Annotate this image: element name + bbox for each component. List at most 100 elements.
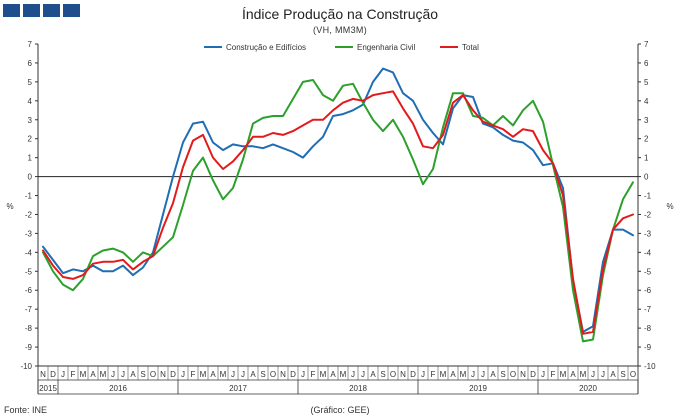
y-tick-label-right: -4	[644, 248, 652, 257]
legend-label: Construção e Edifícios	[226, 43, 306, 52]
y-tick-label-left: -9	[25, 343, 33, 352]
x-month-label: S	[500, 370, 505, 379]
x-month-label: J	[601, 370, 605, 379]
y-tick-label-right: -5	[644, 267, 652, 276]
x-month-label: M	[340, 370, 347, 379]
y-tick-label-right: 2	[644, 135, 649, 144]
y-tick-label-left: 0	[28, 173, 33, 182]
x-month-label: S	[140, 370, 145, 379]
x-month-label: F	[431, 370, 436, 379]
y-tick-label-left: -7	[25, 305, 33, 314]
y-axis-label-left: %	[6, 202, 13, 211]
x-month-label: N	[520, 370, 526, 379]
y-tick-label-right: -6	[644, 286, 652, 295]
x-year-label: 2017	[229, 384, 247, 393]
x-month-label: O	[390, 370, 396, 379]
series-line-0	[42, 67, 634, 333]
x-month-label: A	[330, 370, 336, 379]
x-month-label: A	[450, 370, 456, 379]
x-month-label: A	[610, 370, 616, 379]
x-month-label: J	[181, 370, 185, 379]
y-tick-label-right: -7	[644, 305, 652, 314]
y-tick-label-left: 5	[28, 78, 33, 87]
x-month-label: N	[280, 370, 286, 379]
x-month-label: D	[170, 370, 176, 379]
x-month-label: J	[111, 370, 115, 379]
x-month-label: S	[380, 370, 385, 379]
x-month-label: O	[510, 370, 516, 379]
x-month-label: F	[311, 370, 316, 379]
x-month-label: S	[620, 370, 625, 379]
chart-title: Índice Produção na Construção	[241, 6, 439, 22]
x-month-label: M	[220, 370, 227, 379]
y-tick-label-right: -10	[644, 362, 656, 371]
y-tick-label-left: -2	[25, 210, 33, 219]
x-month-label: N	[160, 370, 166, 379]
x-month-label: F	[71, 370, 76, 379]
x-month-label: J	[231, 370, 235, 379]
legend-label: Total	[462, 43, 479, 52]
source-note: Fonte: INE	[4, 405, 48, 415]
y-tick-label-left: 3	[28, 116, 33, 125]
y-tick-label-left: -5	[25, 267, 33, 276]
y-tick-label-left: -8	[25, 324, 33, 333]
x-month-label: J	[481, 370, 485, 379]
y-tick-label-right: 1	[644, 154, 649, 163]
x-month-label: A	[490, 370, 496, 379]
x-year-label: 2020	[579, 384, 597, 393]
x-year-label: 2016	[109, 384, 127, 393]
y-tick-label-left: -1	[25, 192, 33, 201]
x-month-label: J	[241, 370, 245, 379]
logo-block	[63, 4, 80, 17]
y-tick-label-left: -10	[20, 362, 32, 371]
chart-credit: (Gráfico: GEE)	[310, 405, 370, 415]
logo-block	[23, 4, 40, 17]
x-month-label: J	[121, 370, 125, 379]
x-month-label: F	[551, 370, 556, 379]
y-tick-label-left: -6	[25, 286, 33, 295]
y-tick-label-right: -9	[644, 343, 652, 352]
x-year-label: 2019	[469, 384, 487, 393]
x-month-label: J	[541, 370, 545, 379]
x-month-label: S	[260, 370, 265, 379]
y-tick-label-right: -8	[644, 324, 652, 333]
x-month-label: A	[130, 370, 136, 379]
x-month-label: M	[460, 370, 467, 379]
x-month-label: N	[400, 370, 406, 379]
y-tick-label-left: 4	[28, 97, 33, 106]
x-month-label: N	[40, 370, 46, 379]
logo-block	[3, 4, 20, 17]
x-month-label: J	[471, 370, 475, 379]
x-month-label: M	[320, 370, 327, 379]
y-tick-label-left: 1	[28, 154, 33, 163]
x-month-label: A	[250, 370, 256, 379]
x-year-label: 2018	[349, 384, 367, 393]
y-tick-label-right: 3	[644, 116, 649, 125]
x-month-label: D	[530, 370, 536, 379]
x-month-label: F	[191, 370, 196, 379]
y-tick-label-left: 2	[28, 135, 33, 144]
x-year-label: 2015	[39, 384, 57, 393]
x-month-label: M	[580, 370, 587, 379]
x-month-label: J	[351, 370, 355, 379]
chart-subtitle: (VH, MM3M)	[313, 25, 367, 35]
y-tick-label-right: 5	[644, 78, 649, 87]
y-tick-label-right: 4	[644, 97, 649, 106]
y-tick-label-left: 6	[28, 59, 33, 68]
logo-block	[43, 4, 60, 17]
y-tick-label-right: -2	[644, 210, 652, 219]
series-line-2	[42, 90, 634, 335]
y-axis-label-right: %	[666, 202, 673, 211]
x-month-label: M	[100, 370, 107, 379]
y-tick-label-right: 0	[644, 173, 649, 182]
x-month-label: D	[290, 370, 296, 379]
ine-logo	[3, 4, 80, 17]
x-month-label: A	[370, 370, 376, 379]
x-month-label: M	[200, 370, 207, 379]
y-tick-label-left: 7	[28, 40, 33, 49]
x-month-label: D	[50, 370, 56, 379]
y-tick-label-right: 6	[644, 59, 649, 68]
y-tick-label-right: -1	[644, 192, 652, 201]
x-month-label: M	[440, 370, 447, 379]
